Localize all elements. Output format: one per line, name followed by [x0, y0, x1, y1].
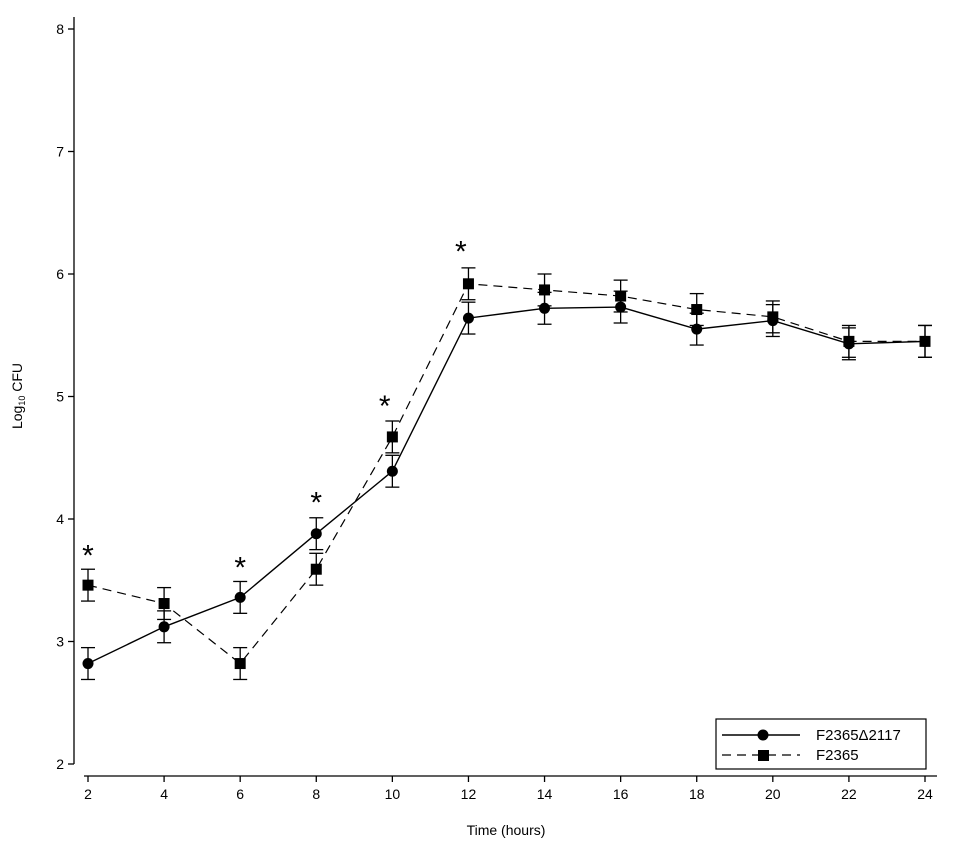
data-point-series-2 [234, 658, 246, 670]
y-axis-label-tail: CFU [9, 363, 25, 396]
data-point-series-1 [310, 528, 322, 540]
data-point-series-2 [462, 278, 474, 290]
y-axis-label-main: Log [9, 406, 25, 429]
series-line-1 [87, 306, 926, 665]
x-tick-label: 8 [312, 786, 320, 802]
x-tick-label: 22 [841, 786, 857, 802]
data-point-series-1 [234, 591, 246, 603]
legend-box [715, 718, 927, 770]
x-tick-label: 12 [461, 786, 477, 802]
significance-annotations: * * * * * [82, 236, 467, 585]
x-tick-label: 20 [765, 786, 781, 802]
y-tick-label: 2 [56, 756, 64, 772]
significance-star: * [234, 552, 246, 585]
data-point-series-1 [462, 312, 474, 324]
x-tick-label: 24 [917, 786, 933, 802]
data-point-series-1 [691, 323, 703, 335]
x-axis-label: Time (hours) [467, 822, 546, 838]
x-tick-label: 18 [689, 786, 705, 802]
legend-label-series-2: F2365 [816, 747, 859, 764]
data-point-series-1 [82, 658, 94, 670]
data-point-series-2 [919, 335, 931, 347]
data-point-series-1 [615, 301, 627, 313]
data-point-series-2 [767, 311, 779, 323]
significance-star: * [379, 390, 391, 423]
data-point-series-2 [539, 284, 551, 296]
y-axis-label-subscript: 10 [17, 396, 27, 406]
legend-marker-series-1 [757, 729, 769, 741]
y-tick-label: 7 [56, 144, 64, 160]
y-tick-label: 8 [56, 21, 64, 37]
series-lines [87, 283, 926, 665]
data-point-series-2 [386, 431, 398, 443]
y-tick-label: 6 [56, 266, 64, 282]
data-point-series-1 [158, 621, 170, 633]
data-point-series-2 [843, 335, 855, 347]
x-tick-label: 6 [236, 786, 244, 802]
legend-marker-series-2 [758, 750, 769, 761]
series-line-2 [87, 283, 925, 665]
data-point-series-1 [539, 302, 551, 314]
significance-star: * [455, 236, 467, 269]
data-point-series-2 [310, 563, 322, 575]
x-tick-label: 16 [613, 786, 629, 802]
significance-star: * [82, 539, 94, 572]
data-point-series-2 [158, 598, 170, 610]
y-axis-label: Log10 CFU [9, 363, 27, 429]
x-tick-label: 2 [84, 786, 92, 802]
data-point-series-2 [615, 290, 627, 302]
y-tick-label: 4 [56, 511, 64, 527]
series-markers [82, 278, 931, 670]
legend-label-series-1: F2365Δ2117 [816, 727, 901, 744]
x-tick-label: 4 [160, 786, 168, 802]
data-point-series-2 [82, 579, 94, 591]
significance-star: * [310, 487, 322, 520]
data-point-series-1 [386, 465, 398, 477]
y-tick-label: 5 [56, 389, 64, 405]
x-tick-label: 14 [537, 786, 553, 802]
x-tick-label: 10 [385, 786, 401, 802]
data-point-series-2 [691, 304, 703, 316]
y-tick-label: 3 [56, 634, 64, 650]
legend: F2365Δ2117 F2365 [715, 718, 927, 770]
